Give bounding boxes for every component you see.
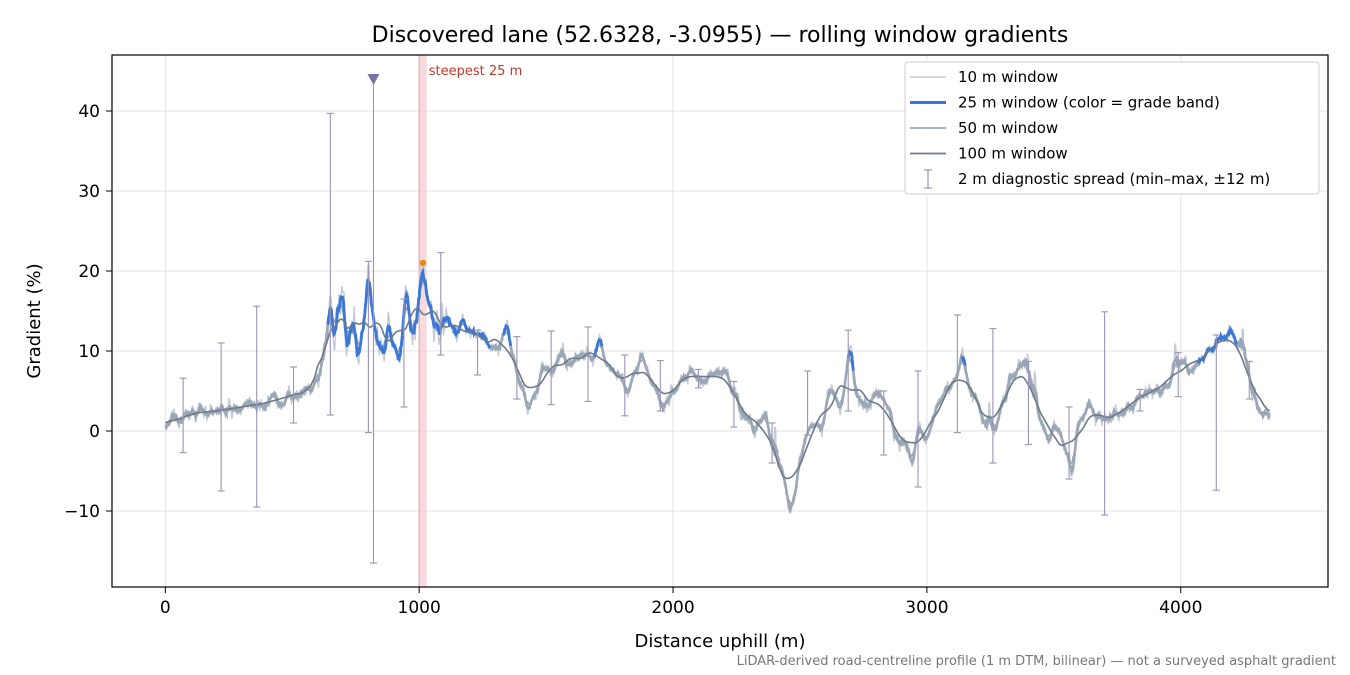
y-tick-5: 40 [78, 102, 112, 122]
legend-label: 50 m window [958, 119, 1058, 137]
legend-label: 10 m window [958, 68, 1058, 86]
footnote: LiDAR-derived road-centreline profile (1… [737, 654, 1336, 669]
legend-label: 100 m window [958, 145, 1068, 163]
legend: 10 m window 25 m window (color = grade ba… [904, 61, 1320, 195]
series-25m-grade-band-5 [1197, 325, 1238, 366]
y-tick-label: −10 [64, 502, 100, 522]
diagnostic-spread-bar-11 [547, 330, 555, 406]
y-tick-label: 20 [78, 262, 100, 282]
x-tick-label: 1000 [398, 598, 441, 618]
y-tick-0: −10 [64, 502, 112, 522]
steepest-band-layer [418, 55, 427, 587]
y-tick-3: 20 [78, 262, 112, 282]
x-axis-label: Distance uphill (m) [635, 631, 806, 652]
diagnostic-spread-bar-6 [369, 78, 377, 564]
series-10m-layer [164, 262, 1271, 514]
annotation-layer: steepest 25 m [367, 64, 522, 267]
series-25m-grade-band-2 [592, 336, 604, 358]
x-tick-0: 0 [160, 587, 171, 618]
series-100m-layer [165, 307, 1271, 480]
diagnostic-spread-layer [179, 78, 1253, 564]
x-tick-label: 2000 [651, 598, 694, 618]
legend-entry-0: 10 m window [910, 68, 1058, 86]
diagnostic-spread-bar-28 [1174, 352, 1182, 398]
legend-entry-1: 25 m window (color = grade band) [910, 94, 1220, 112]
x-axis-ticks: 0 1000 2000 3000 4000 [160, 587, 1202, 618]
x-tick-2: 2000 [651, 587, 695, 618]
diagnostic-spread-bar-30 [1245, 360, 1253, 400]
diagnostic-spread-bar-18 [804, 370, 812, 436]
diagnostic-spread-bar-15 [694, 368, 702, 389]
legend-entry-2: 50 m window [910, 119, 1058, 137]
diagnostic-spread-bar-7 [400, 298, 408, 408]
legend-box [904, 61, 1320, 195]
y-tick-label: 30 [78, 182, 100, 202]
diagnostic-spread-bar-23 [989, 328, 997, 464]
steepest-band [419, 55, 427, 587]
chart-title: Discovered lane (52.6328, -3.0955) — rol… [372, 23, 1069, 48]
y-tick-1: 0 [89, 422, 112, 442]
y-tick-2: 10 [78, 342, 112, 362]
x-tick-3: 3000 [905, 587, 949, 618]
diagnostic-spread-bar-21 [914, 370, 922, 488]
y-axis-label: Gradient (%) [24, 263, 45, 378]
steepest-label: steepest 25 m [429, 64, 522, 79]
series-25m-layer [164, 266, 1271, 514]
max-spread-marker [367, 74, 380, 85]
diagnostic-spread-bar-1 [217, 342, 225, 492]
legend-entry-4: 2 m diagnostic spread (min–max, ±12 m) [924, 169, 1270, 189]
diagnostic-spread-bar-2 [253, 305, 261, 508]
diagnostic-spread-bar-17 [768, 422, 776, 464]
diagnostic-spread-bar-13 [621, 354, 629, 417]
legend-label: 2 m diagnostic spread (min–max, ±12 m) [958, 170, 1270, 188]
series-25m-grade-band-4 [961, 355, 967, 366]
x-tick-1: 1000 [398, 587, 441, 618]
diagnostic-spread-bar-29 [1212, 334, 1220, 491]
diagnostic-spread-bar-3 [290, 366, 298, 424]
legend-entry-3: 100 m window [910, 145, 1068, 163]
plot-frame [111, 54, 1329, 588]
diagnostic-spread-bar-14 [656, 360, 664, 412]
diagnostic-spread-bar-19 [844, 329, 852, 412]
diagnostic-spread-bar-12 [584, 326, 592, 402]
diagnostic-spread-bar-25 [1065, 406, 1073, 480]
series-25m-grade-band-1 [502, 323, 512, 347]
diagnostic-spread-bar-22 [953, 314, 961, 434]
steepest-peak-point [419, 259, 427, 267]
diagnostic-spread-bar-5 [364, 260, 372, 434]
diagnostic-spread-bar-0 [179, 377, 187, 454]
series-25m-grade-band-3 [846, 349, 855, 371]
diagnostic-spread-bar-10 [513, 336, 521, 400]
y-tick-label: 40 [78, 102, 100, 122]
series-10m-line [164, 262, 1271, 514]
x-tick-label: 3000 [905, 598, 948, 618]
legend-label: 25 m window (color = grade band) [958, 94, 1220, 112]
diagnostic-spread-bar-27 [1136, 388, 1144, 412]
x-tick-label: 0 [160, 598, 171, 618]
diagnostic-spread-bar-4 [326, 112, 334, 416]
diagnostic-spread-bar-9 [474, 329, 482, 376]
diagnostic-spread-bar-16 [730, 380, 738, 428]
y-tick-label: 0 [89, 422, 100, 442]
x-tick-4: 4000 [1159, 587, 1202, 618]
series-25m-grade-band-0 [326, 266, 491, 362]
series-100m-line [165, 307, 1271, 480]
diagnostic-spread-bar-8 [437, 252, 445, 356]
diagnostic-spread-bar-20 [880, 390, 888, 456]
y-tick-4: 30 [78, 182, 112, 202]
diagnostic-spread-bar-24 [1024, 360, 1032, 446]
y-tick-label: 10 [78, 342, 100, 362]
y-axis-ticks: −10 0 10 20 30 40 [64, 102, 112, 522]
diagnostic-spread-bar-26 [1101, 311, 1109, 516]
x-tick-label: 4000 [1159, 598, 1202, 618]
